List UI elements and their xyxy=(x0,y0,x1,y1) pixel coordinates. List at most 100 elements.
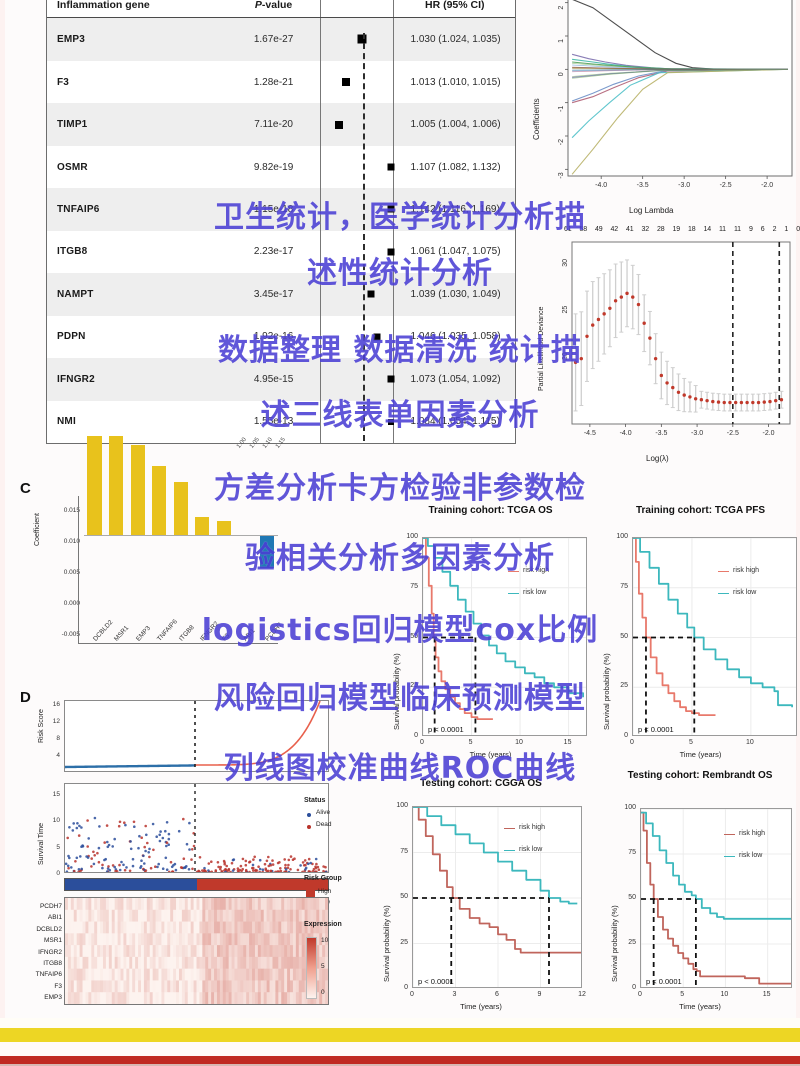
survival-point xyxy=(191,868,194,871)
cv-xtick: -3.5 xyxy=(655,430,667,437)
lasso-ytick: 0 xyxy=(558,72,565,76)
survival-point xyxy=(264,863,267,866)
km-svg xyxy=(413,807,582,988)
survival-point xyxy=(129,870,132,873)
survival-point xyxy=(122,864,125,867)
km-ytick: 50 xyxy=(390,893,408,900)
lasso-xtick: -3.5 xyxy=(637,182,649,189)
survival-time-ytick: 5 xyxy=(44,844,60,851)
km-legend-label: risk high xyxy=(733,567,759,574)
survival-point xyxy=(79,855,82,858)
cell-hr: 1.107 (1.082, 1.132) xyxy=(394,146,515,188)
survival-point xyxy=(168,838,171,841)
survival-point xyxy=(120,861,123,864)
km-xtick: 10 xyxy=(715,991,733,998)
survival-point xyxy=(210,860,213,863)
survival-point xyxy=(68,826,71,829)
survival-point xyxy=(318,868,321,871)
panel-c-bar xyxy=(195,517,209,536)
km-xtick: 10 xyxy=(510,739,528,746)
survival-point xyxy=(191,848,194,851)
survival-point xyxy=(144,825,147,828)
survival-time-box xyxy=(64,783,329,873)
km-ytick: 50 xyxy=(618,894,636,901)
survival-point xyxy=(277,862,280,865)
survival-point xyxy=(138,835,141,838)
col-header-pvalue: P-value xyxy=(227,0,320,18)
survival-point xyxy=(267,856,270,859)
survival-point xyxy=(262,868,265,871)
cv-top-count: 61 xyxy=(564,226,571,233)
survival-point xyxy=(252,864,255,867)
km-legend-marker xyxy=(724,834,735,835)
survival-point xyxy=(130,848,133,851)
survival-point xyxy=(283,858,286,861)
cell-hr: 1.061 (1.047, 1.075) xyxy=(394,231,515,273)
cell-pvalue: 9.82e-19 xyxy=(227,146,320,188)
survival-point xyxy=(272,863,275,866)
km-svg xyxy=(633,538,797,736)
survival-point xyxy=(124,869,127,872)
survival-time-ytick: 15 xyxy=(44,791,60,798)
survival-point xyxy=(155,835,158,838)
survival-point xyxy=(199,856,202,859)
survival-point xyxy=(299,864,302,867)
survival-point xyxy=(133,821,136,824)
cell-pvalue: 2.23e-17 xyxy=(227,231,320,273)
survival-point xyxy=(193,845,196,848)
km-ytick: 75 xyxy=(618,849,636,856)
survival-point xyxy=(305,867,308,870)
survival-point xyxy=(171,866,174,869)
km-xtick: 6 xyxy=(488,991,506,998)
survival-point xyxy=(245,864,248,867)
survival-point xyxy=(74,860,77,863)
panel-d-label: D xyxy=(20,689,31,706)
survival-point xyxy=(98,861,101,864)
survival-point xyxy=(67,867,70,870)
km-legend-marker xyxy=(504,850,515,851)
cell-forest-marker xyxy=(320,188,394,230)
survival-point xyxy=(182,818,185,821)
cv-top-count: 41 xyxy=(626,226,633,233)
survival-point xyxy=(90,857,93,860)
km-legend-marker xyxy=(508,593,519,594)
cell-hr: 1.013 (1.010, 1.015) xyxy=(394,61,515,103)
page-left-edge xyxy=(0,0,5,1018)
survival-point xyxy=(147,851,150,854)
survival-point xyxy=(118,825,121,828)
cv-point xyxy=(648,336,651,339)
km-pvalue: p < 0.0001 xyxy=(638,725,674,734)
cv-point xyxy=(620,295,623,298)
cell-pvalue: 4.95e-15 xyxy=(227,358,320,400)
cell-pvalue: 7.11e-20 xyxy=(227,103,320,145)
km-xtick: 5 xyxy=(673,991,691,998)
km-title: Training cohort: TCGA PFS xyxy=(598,505,800,516)
km-ytick: 25 xyxy=(610,682,628,689)
forest-axis-ticks: 1.00 1.05 1.10 1.15 xyxy=(236,446,356,470)
km-ytick: 100 xyxy=(610,533,628,540)
survival-point xyxy=(72,829,75,832)
km-title: Testing cohort: CGGA OS xyxy=(372,778,590,789)
figure-page: Inflammation gene P-value HR (95% CI) EM… xyxy=(0,0,800,1066)
expression-tick: 5 xyxy=(321,963,325,970)
table-row: OSMR 9.82e-19 1.107 (1.082, 1.132) xyxy=(47,146,515,188)
km-legend-marker xyxy=(508,571,519,572)
survival-point xyxy=(104,858,107,861)
cell-gene: OSMR xyxy=(47,146,227,188)
survival-point xyxy=(86,819,89,822)
risk-score-ytick: 4 xyxy=(44,752,60,759)
km-legend-label: risk low xyxy=(523,589,546,596)
lasso-ytick: -1 xyxy=(558,106,565,112)
survival-point xyxy=(188,848,191,851)
survival-point xyxy=(240,865,243,868)
survival-point xyxy=(168,833,171,836)
survival-point xyxy=(254,869,257,872)
survival-point xyxy=(170,861,173,864)
expression-legend-title: Expression xyxy=(304,921,342,928)
survival-point xyxy=(231,862,234,865)
survival-point xyxy=(132,858,135,861)
km-ytick: 75 xyxy=(400,583,418,590)
survival-time-ytick: 10 xyxy=(44,817,60,824)
survival-point xyxy=(113,866,116,869)
cell-forest-marker xyxy=(320,358,394,400)
